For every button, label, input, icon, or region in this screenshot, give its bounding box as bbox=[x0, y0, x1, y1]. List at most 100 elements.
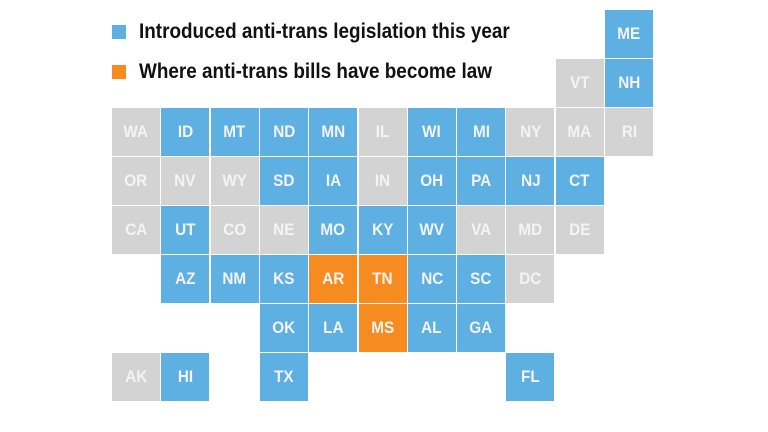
state-code: NC bbox=[420, 269, 443, 288]
state-code: UT bbox=[175, 220, 196, 239]
state-tile-ms: MS bbox=[358, 304, 407, 352]
state-code: WV bbox=[419, 220, 445, 239]
state-tile-nc: NC bbox=[407, 255, 456, 303]
legend-swatch-law bbox=[112, 65, 126, 79]
state-code: VT bbox=[569, 73, 590, 92]
legend-swatch-introduced bbox=[112, 25, 126, 39]
state-tile-sc: SC bbox=[457, 255, 506, 303]
state-code: TN bbox=[372, 269, 393, 288]
state-code: OH bbox=[420, 171, 444, 190]
state-tile-va: VA bbox=[457, 206, 506, 254]
state-tile-ga: GA bbox=[457, 304, 506, 352]
state-code: NH bbox=[617, 73, 641, 92]
state-code: AZ bbox=[175, 269, 196, 288]
state-tile-vt: VT bbox=[555, 59, 604, 107]
legend-label: Where anti-trans bills have become law bbox=[139, 60, 492, 83]
state-tile-in: IN bbox=[358, 157, 407, 205]
state-tile-ri: RI bbox=[605, 108, 653, 156]
state-code: CA bbox=[124, 220, 148, 239]
state-code: MN bbox=[321, 122, 346, 141]
state-code: NM bbox=[222, 269, 247, 288]
state-code: KY bbox=[371, 220, 394, 239]
state-code: CO bbox=[223, 220, 247, 239]
state-tile-oh: OH bbox=[407, 157, 456, 205]
state-tile-nj: NJ bbox=[506, 157, 555, 205]
state-code: TX bbox=[274, 367, 294, 386]
state-tile-ks: KS bbox=[259, 255, 308, 303]
state-tile-ca: CA bbox=[112, 206, 160, 254]
state-code: IN bbox=[374, 171, 391, 190]
state-tile-hi: HI bbox=[161, 353, 210, 401]
state-code: MT bbox=[223, 122, 246, 141]
state-tile-ct: CT bbox=[555, 157, 604, 205]
state-tile-ne: NE bbox=[259, 206, 308, 254]
state-tile-tn: TN bbox=[358, 255, 407, 303]
state-code: FL bbox=[521, 367, 540, 386]
state-code: MO bbox=[320, 220, 346, 239]
state-tile-il: IL bbox=[358, 108, 407, 156]
state-tile-nm: NM bbox=[210, 255, 259, 303]
state-tile-tx: TX bbox=[259, 353, 308, 401]
state-code: AR bbox=[322, 269, 345, 288]
state-code: AL bbox=[421, 318, 442, 337]
state-code: ND bbox=[272, 122, 295, 141]
state-tile-fl: FL bbox=[506, 353, 555, 401]
state-code: LA bbox=[322, 318, 344, 337]
state-tile-mt: MT bbox=[210, 108, 259, 156]
state-tile-la: LA bbox=[309, 304, 358, 352]
state-tile-ky: KY bbox=[358, 206, 407, 254]
state-tile-id: ID bbox=[161, 108, 210, 156]
state-code: CT bbox=[569, 171, 590, 190]
state-tile-wa: WA bbox=[112, 108, 160, 156]
state-tile-wi: WI bbox=[407, 108, 456, 156]
state-code: NY bbox=[519, 122, 542, 141]
legend-label: Introduced anti-trans legislation this y… bbox=[139, 20, 510, 43]
state-code: KS bbox=[273, 269, 295, 288]
state-code: OK bbox=[272, 318, 296, 337]
state-code: MS bbox=[371, 318, 394, 337]
state-tile-az: AZ bbox=[161, 255, 210, 303]
state-tile-md: MD bbox=[506, 206, 555, 254]
state-tile-wv: WV bbox=[407, 206, 456, 254]
state-code: GA bbox=[469, 318, 493, 337]
state-tile-de: DE bbox=[555, 206, 604, 254]
state-tile-mi: MI bbox=[457, 108, 506, 156]
state-tile-nv: NV bbox=[161, 157, 210, 205]
state-tile-co: CO bbox=[210, 206, 259, 254]
state-code: IL bbox=[375, 122, 390, 141]
state-code: MD bbox=[518, 220, 543, 239]
state-tile-or: OR bbox=[112, 157, 160, 205]
state-code: IA bbox=[325, 171, 341, 190]
state-tile-ma: MA bbox=[555, 108, 604, 156]
state-tile-mn: MN bbox=[309, 108, 358, 156]
state-code: DE bbox=[569, 220, 591, 239]
state-code: MI bbox=[472, 122, 490, 141]
legend-item-law: Where anti-trans bills have become law bbox=[112, 60, 531, 84]
state-code: DC bbox=[519, 269, 542, 288]
state-tile-me: ME bbox=[605, 10, 653, 58]
state-code: VA bbox=[471, 220, 492, 239]
state-code: SD bbox=[273, 171, 295, 190]
state-tile-ut: UT bbox=[161, 206, 210, 254]
state-code: WA bbox=[123, 122, 149, 141]
state-code: MA bbox=[567, 122, 592, 141]
state-tile-ia: IA bbox=[309, 157, 358, 205]
state-tile-al: AL bbox=[407, 304, 456, 352]
state-code: PA bbox=[471, 171, 492, 190]
state-code: OR bbox=[124, 171, 148, 190]
state-code: NV bbox=[174, 171, 196, 190]
state-tile-wy: WY bbox=[210, 157, 259, 205]
state-code: RI bbox=[621, 122, 637, 141]
state-tile-ok: OK bbox=[259, 304, 308, 352]
state-code: HI bbox=[177, 367, 193, 386]
state-tile-ar: AR bbox=[309, 255, 358, 303]
state-tile-pa: PA bbox=[457, 157, 506, 205]
state-tile-ny: NY bbox=[506, 108, 555, 156]
state-code: ME bbox=[617, 24, 641, 43]
state-code: NJ bbox=[520, 171, 541, 190]
state-code: WY bbox=[222, 171, 247, 190]
state-code: WI bbox=[422, 122, 442, 141]
state-tile-mo: MO bbox=[309, 206, 358, 254]
state-code: SC bbox=[470, 269, 492, 288]
state-code: AK bbox=[124, 367, 148, 386]
